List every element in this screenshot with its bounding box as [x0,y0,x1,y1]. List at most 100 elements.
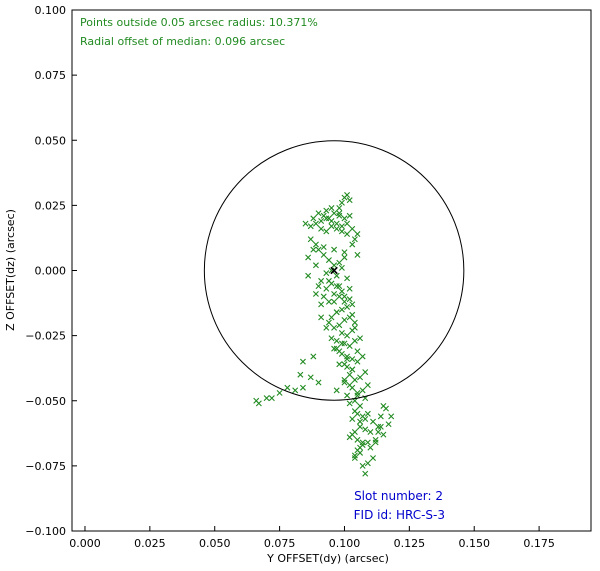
data-point [375,429,382,435]
data-point [302,220,309,227]
data-point [341,254,348,261]
data-point [385,421,392,428]
data-point [307,374,314,381]
data-point [331,290,338,297]
data-point [323,324,330,331]
data-point [338,228,345,235]
data-point [357,402,364,409]
data-point [344,231,351,238]
data-point [320,251,327,258]
data-point [307,223,314,230]
x-tick-label: 0.025 [134,537,166,550]
data-point [331,262,338,269]
data-point [276,389,283,396]
data-point [346,371,353,378]
data-point [346,296,353,303]
data-point [364,382,371,389]
data-point [362,426,369,433]
data-point [341,361,348,368]
data-point [351,455,358,462]
data-point [351,337,358,344]
data-point [333,272,340,279]
data-point [336,283,343,290]
data-points [253,191,395,477]
y-tick-label: −0.075 [25,460,66,473]
data-point [344,353,351,360]
data-point [344,275,351,282]
data-point [338,199,345,206]
data-point [383,405,389,412]
x-tick-label: 0.150 [458,537,490,550]
data-point [328,204,335,211]
data-point [331,210,338,217]
data-point [255,400,262,407]
x-tick-label: 0.100 [329,537,361,550]
data-point [312,290,319,297]
data-point [338,330,345,337]
data-point [362,470,369,477]
data-point [354,436,361,443]
data-point [333,220,340,227]
data-point [349,241,356,248]
data-point [341,379,348,386]
median-marker [330,266,338,275]
data-point [318,301,325,308]
data-point [351,324,358,331]
data-point [344,220,351,227]
data-point [292,387,299,394]
data-point [325,319,332,326]
data-point [333,309,340,316]
data-point [323,285,330,292]
data-point [333,337,340,344]
data-point [284,384,291,391]
data-point [341,249,348,256]
data-point [333,283,340,290]
x-axis-ticks: 0.000 0.025 0.050 0.075 0.100 0.125 0.150 0.175 [69,526,555,550]
data-point [354,251,361,258]
y-axis-label: Z OFFSET(dz) (arcsec) [4,209,17,331]
data-point [336,361,343,368]
data-point [320,244,327,251]
data-point [359,353,366,360]
data-point [341,317,348,323]
data-point [336,212,343,219]
fid-id-annotation: FID id: HRC-S-3 [354,508,445,522]
data-point [344,191,351,198]
data-point [338,340,345,347]
data-point [344,303,351,310]
y-axis-ticks: −0.100 −0.075 −0.050 −0.025 0.000 0.025 0.050 0… [25,4,77,538]
data-point [357,423,364,430]
data-point [323,207,330,214]
data-point [370,455,377,462]
data-point [315,246,322,253]
data-point [312,241,319,248]
data-point [341,215,348,222]
data-point [336,210,343,217]
data-point [341,293,348,300]
data-point [349,301,356,308]
data-point [310,215,317,222]
data-point [338,223,345,230]
data-point [305,254,312,261]
data-point [351,408,358,415]
data-point [341,376,348,383]
data-point [364,460,371,467]
data-point [331,345,338,352]
data-point [377,423,384,430]
data-point [336,204,343,211]
data-point [328,218,335,224]
y-tick-label: 0.050 [35,134,67,147]
data-point [299,384,306,391]
data-point [359,462,366,469]
data-point [367,429,374,435]
data-point [380,431,387,438]
data-point [336,293,343,300]
data-point [318,218,325,224]
data-point [312,262,319,269]
data-point [323,228,330,235]
data-point [357,374,364,381]
data-point [354,231,361,238]
data-point [318,314,325,321]
data-point [349,311,356,318]
